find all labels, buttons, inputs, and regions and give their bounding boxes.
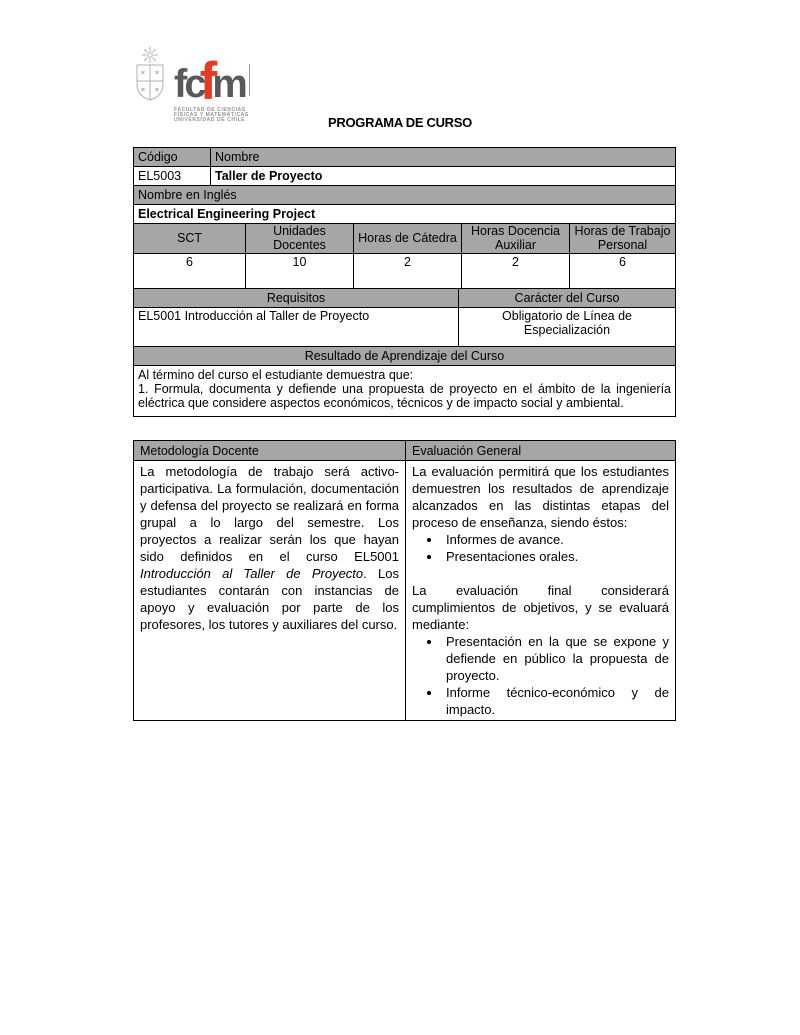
fcfm-logo: fc f m FACULTAD DE CIENCIAS FÍSICAS Y MATE…: [132, 42, 250, 123]
unidades-docentes-header-cell: Unidades Docentes: [245, 223, 354, 254]
caracter-value-cell: Obligatorio de Línea de Especialización: [458, 307, 676, 347]
nombre-ingles-value-cell: Electrical Engineering Project: [133, 204, 676, 224]
codigo-value-cell: EL5003: [133, 166, 211, 186]
evaluacion-body-cell: La evaluación permitirá que los estudian…: [405, 460, 676, 721]
logo-caption-line2: FÍSICAS Y MATEMÁTICAS: [174, 111, 249, 118]
table-row: EL5003 Taller de Proyecto: [133, 166, 676, 186]
evaluacion-intro-text: La evaluación permitirá que los estudian…: [412, 464, 669, 530]
course-id-table: Código Nombre EL5003 Taller de Proyecto …: [133, 147, 676, 224]
nombre-header-cell: Nombre: [210, 147, 676, 167]
fcfm-letter-f-red: f: [199, 52, 218, 111]
table-row: Al término del curso el estudiante demue…: [133, 365, 676, 417]
page-title: PROGRAMA DE CURSO: [328, 115, 472, 130]
evaluacion-bullet-list-1: Informes de avance. Presentaciones orale…: [442, 531, 669, 565]
nombre-ingles-header-cell: Nombre en Inglés: [133, 185, 676, 205]
list-item: Informe técnico-económico y de impacto.: [442, 684, 669, 718]
table-row: Requisitos Carácter del Curso: [133, 288, 676, 308]
caracter-header-cell: Carácter del Curso: [458, 288, 676, 308]
metodologia-text: La metodología de trabajo será activo-pa…: [140, 463, 399, 633]
evaluacion-header-cell: Evaluación General: [405, 440, 676, 461]
evaluacion-bullet-list-2: Presentación en la que se expone y defie…: [442, 633, 669, 718]
university-crest-icon: [136, 46, 164, 101]
table-row: SCT Unidades Docentes Horas de Cátedra H…: [133, 223, 676, 254]
resultado-header-cell: Resultado de Aprendizaje del Curso: [133, 346, 676, 366]
horas-personal-value-cell: 6: [569, 253, 676, 289]
resultado-intro-text: Al término del curso el estudiante demue…: [138, 368, 414, 382]
table-row: 6 10 2 2 6: [133, 253, 676, 289]
sct-header-cell: SCT: [133, 223, 246, 254]
table-row: EL5001 Introducción al Taller de Proyect…: [133, 307, 676, 347]
requisitos-value-cell: EL5001 Introducción al Taller de Proyect…: [133, 307, 459, 347]
codigo-header-cell: Código: [133, 147, 211, 167]
horas-catedra-value-cell: 2: [353, 253, 462, 289]
list-item: Informes de avance.: [442, 531, 669, 548]
table-row: Electrical Engineering Project: [133, 204, 676, 224]
logo-caption: FACULTAD DE CIENCIAS FÍSICAS Y MATEMÁTIC…: [174, 106, 250, 124]
methodology-evaluation-section: Metodología Docente Evaluación General L…: [133, 440, 676, 721]
credits-table: SCT Unidades Docentes Horas de Cátedra H…: [133, 223, 676, 289]
evaluacion-final-text: La evaluación final considerará cumplimi…: [412, 583, 669, 632]
nombre-value-cell: Taller de Proyecto: [210, 166, 676, 186]
metodologia-text-part2: . Los estudiantes contarán con instancia…: [140, 566, 399, 632]
fcfm-wordmark: fc f m: [174, 42, 250, 111]
requisitos-header-cell: Requisitos: [133, 288, 459, 308]
horas-catedra-header-cell: Horas de Cátedra: [353, 223, 462, 254]
logo-wordmark: fc f m FACULTAD DE CIENCIAS FÍSICAS Y MATE…: [174, 42, 250, 123]
logo-end-bar: [248, 63, 250, 96]
horas-auxiliar-header-cell: Horas Docencia Auxiliar: [461, 223, 570, 254]
metodologia-text-italic: Introducción al Taller de Proyecto: [140, 566, 364, 581]
requisitos-table: Requisitos Carácter del Curso EL5001 Int…: [133, 288, 676, 347]
horas-personal-header-cell: Horas de Trabajo Personal: [569, 223, 676, 254]
table-row: Metodología Docente Evaluación General: [133, 440, 676, 461]
table-row: Resultado de Aprendizaje del Curso: [133, 346, 676, 366]
metodologia-body-cell: La metodología de trabajo será activo-pa…: [133, 460, 406, 721]
table-row: Código Nombre: [133, 147, 676, 167]
sct-value-cell: 6: [133, 253, 246, 289]
resultado-body-cell: Al término del curso el estudiante demue…: [133, 365, 676, 417]
unidades-docentes-value-cell: 10: [245, 253, 354, 289]
fcfm-letter-m: m: [212, 62, 248, 106]
methodology-evaluation-table: Metodología Docente Evaluación General L…: [133, 440, 676, 721]
list-item: Presentación en la que se expone y defie…: [442, 633, 669, 684]
table-row: La metodología de trabajo será activo-pa…: [133, 460, 676, 721]
fcfm-letters-fc: fc: [174, 62, 207, 106]
metodologia-header-cell: Metodología Docente: [133, 440, 406, 461]
horas-auxiliar-value-cell: 2: [461, 253, 570, 289]
table-row: Nombre en Inglés: [133, 185, 676, 205]
logo-caption-line1: FACULTAD DE CIENCIAS: [174, 106, 246, 113]
list-item: Presentaciones orales.: [442, 548, 669, 565]
resultado-table: Resultado de Aprendizaje del Curso Al té…: [133, 346, 676, 417]
metodologia-text-part1: La metodología de trabajo será activo-pa…: [140, 464, 399, 564]
course-info-section: Código Nombre EL5003 Taller de Proyecto …: [133, 147, 676, 417]
logo-caption-line3: UNIVERSIDAD DE CHILE: [174, 117, 246, 124]
resultado-item-text: 1. Formula, documenta y defiende una pro…: [138, 382, 671, 410]
